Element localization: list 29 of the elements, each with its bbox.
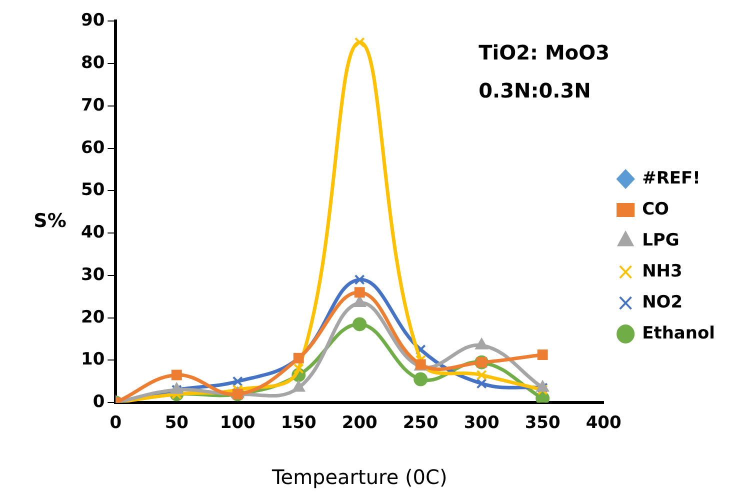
legend-label: Ethanol [642,323,716,344]
annotation: 0.3N:0.3N [478,78,591,102]
y-tick-label: 50 [80,180,105,200]
y-tick-label: 20 [80,307,105,328]
x-tick-label: 300 [464,413,500,434]
y-tick-label: 70 [80,95,105,116]
x-tick-label: 200 [342,413,378,434]
y-tick-label: 60 [80,138,105,158]
y-axis-title: S% [34,210,66,232]
x-tick-label: 0 [110,413,122,434]
y-tick-label: 30 [80,264,105,285]
y-tick-label: 10 [80,350,105,370]
x-tick-label: 100 [220,413,256,434]
x-tick-label: 400 [586,413,622,434]
y-tick-label: 90 [80,10,105,31]
legend-label: #REF! [642,168,700,188]
annotation: TiO2: MoO3 [478,40,610,64]
legend-label: NH3 [642,261,682,282]
x-tick-label: 350 [524,413,560,434]
x-tick-label: 250 [402,413,439,434]
legend-label: CO [642,199,670,220]
y-tick-label: 0 [92,392,105,412]
y-tick-label: 40 [80,222,105,243]
legend-label: LPG [642,230,680,250]
x-axis-title: Tempearture (0C) [270,465,448,490]
x-tick-label: 50 [164,413,189,434]
x-tick-label: 150 [280,413,317,434]
legend-label: NO2 [642,292,683,312]
y-tick-label: 80 [80,53,105,73]
